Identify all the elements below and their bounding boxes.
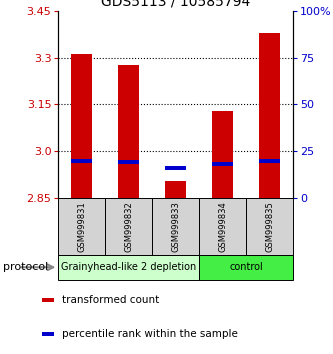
Text: GSM999831: GSM999831	[77, 201, 86, 252]
Bar	[259, 33, 280, 198]
Bar	[259, 159, 280, 163]
Bar	[42, 332, 54, 336]
Bar	[71, 159, 92, 163]
FancyBboxPatch shape	[58, 255, 199, 280]
FancyBboxPatch shape	[199, 255, 293, 280]
Text: protocol: protocol	[3, 262, 49, 272]
Title: GDS5113 / 10585794: GDS5113 / 10585794	[101, 0, 250, 8]
FancyBboxPatch shape	[246, 198, 293, 255]
Bar	[165, 181, 186, 198]
Bar	[71, 55, 92, 198]
Bar	[42, 298, 54, 302]
Text: transformed count: transformed count	[62, 295, 159, 305]
Text: GSM999832: GSM999832	[124, 201, 133, 252]
FancyBboxPatch shape	[58, 198, 105, 255]
Bar	[212, 111, 233, 198]
Bar	[118, 160, 139, 165]
FancyBboxPatch shape	[152, 198, 199, 255]
Bar	[212, 162, 233, 166]
FancyBboxPatch shape	[199, 198, 246, 255]
Text: GSM999834: GSM999834	[218, 201, 227, 252]
Text: percentile rank within the sample: percentile rank within the sample	[62, 329, 238, 339]
FancyBboxPatch shape	[105, 198, 152, 255]
Text: Grainyhead-like 2 depletion: Grainyhead-like 2 depletion	[61, 262, 196, 272]
Text: GSM999833: GSM999833	[171, 201, 180, 252]
Bar	[118, 65, 139, 198]
Text: GSM999835: GSM999835	[265, 201, 274, 252]
Bar	[165, 166, 186, 170]
Text: control: control	[229, 262, 263, 272]
